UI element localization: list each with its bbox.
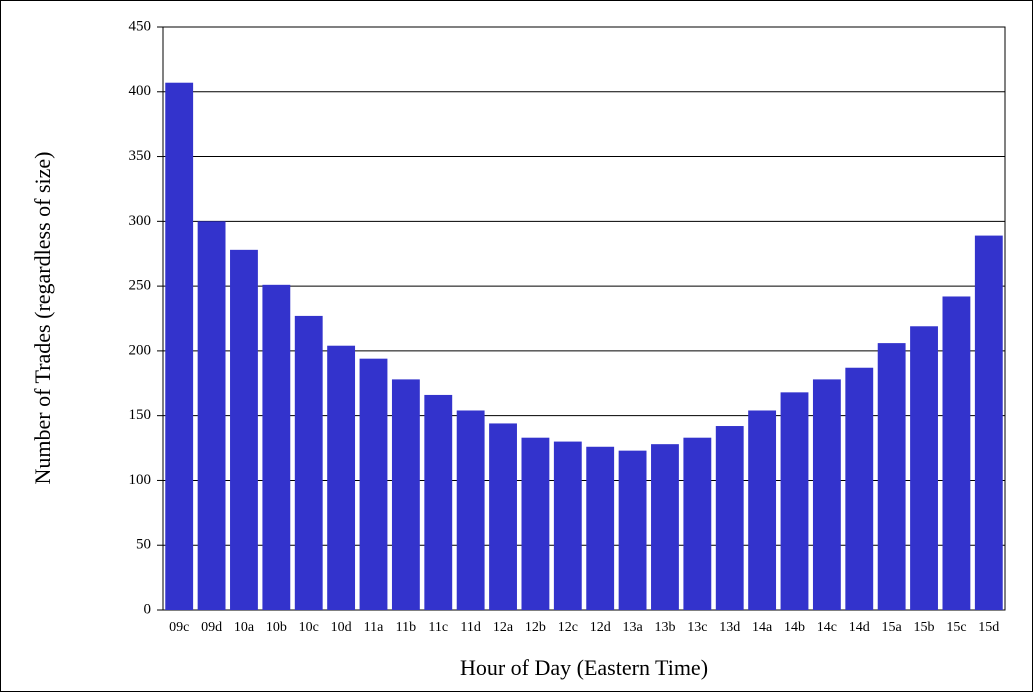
x-tick-label: 10a <box>234 620 255 635</box>
x-tick-label: 15d <box>978 620 999 635</box>
y-tick-label: 50 <box>136 537 151 553</box>
bar <box>651 444 679 610</box>
x-tick-label: 13b <box>654 620 675 635</box>
bar <box>715 426 744 610</box>
x-tick-label: 14c <box>817 620 837 635</box>
bar <box>391 379 420 610</box>
bar <box>748 410 777 610</box>
x-tick-label: 14a <box>752 620 773 635</box>
x-tick-label: 15a <box>882 620 903 635</box>
x-tick-label: 09d <box>201 620 222 635</box>
bar <box>456 410 485 610</box>
x-tick-label: 12c <box>558 620 578 635</box>
x-tick-label: 10b <box>266 620 287 635</box>
x-tick-label: 14b <box>784 620 805 635</box>
bar <box>327 345 356 610</box>
bar <box>553 441 582 610</box>
bar <box>845 367 874 610</box>
y-axis-title: Number of Trades (regardless of size) <box>30 152 55 485</box>
y-tick-label: 200 <box>129 342 152 358</box>
y-tick-label: 100 <box>129 472 152 488</box>
plot-border <box>162 26 1006 611</box>
x-tick-label: 11b <box>396 620 416 635</box>
x-tick-label: 12d <box>590 620 611 635</box>
y-tick-label: 0 <box>144 601 152 617</box>
bar <box>942 296 971 610</box>
x-axis-title: Hour of Day (Eastern Time) <box>460 655 708 680</box>
bar <box>910 326 938 610</box>
bar <box>812 379 841 610</box>
x-tick-label: 11c <box>428 620 448 635</box>
bar <box>586 446 615 610</box>
bar <box>294 315 323 610</box>
x-tick-label: 12a <box>493 620 514 635</box>
y-tick-label: 300 <box>129 213 152 229</box>
bar <box>424 394 453 610</box>
x-tick-label: 11a <box>364 620 384 635</box>
bar <box>489 423 517 610</box>
bar <box>359 358 388 610</box>
bar <box>780 392 809 610</box>
x-tick-label: 10d <box>331 620 352 635</box>
bar <box>683 437 712 610</box>
bar <box>165 82 194 611</box>
bar <box>230 249 258 610</box>
y-tick-label: 250 <box>129 278 152 294</box>
x-tick-label: 09c <box>169 620 189 635</box>
x-tick-label: 12b <box>525 620 546 635</box>
bar <box>262 284 291 610</box>
y-tick-label: 350 <box>129 148 152 164</box>
x-tick-label: 13d <box>719 620 740 635</box>
bar <box>197 221 226 611</box>
x-tick-label: 10c <box>299 620 319 635</box>
x-tick-label: 13c <box>687 620 707 635</box>
x-tick-label: 13a <box>622 620 643 635</box>
x-tick-label: 15c <box>946 620 966 635</box>
bar <box>877 343 906 610</box>
bar <box>618 450 647 610</box>
x-tick-label: 14d <box>849 620 870 635</box>
x-tick-label: 15b <box>914 620 935 635</box>
x-tick-label: 11d <box>460 620 480 635</box>
bar <box>974 235 1003 610</box>
y-tick-label: 150 <box>129 407 152 423</box>
bar <box>521 437 550 610</box>
y-tick-label: 400 <box>129 83 152 99</box>
y-tick-label: 450 <box>129 18 152 34</box>
